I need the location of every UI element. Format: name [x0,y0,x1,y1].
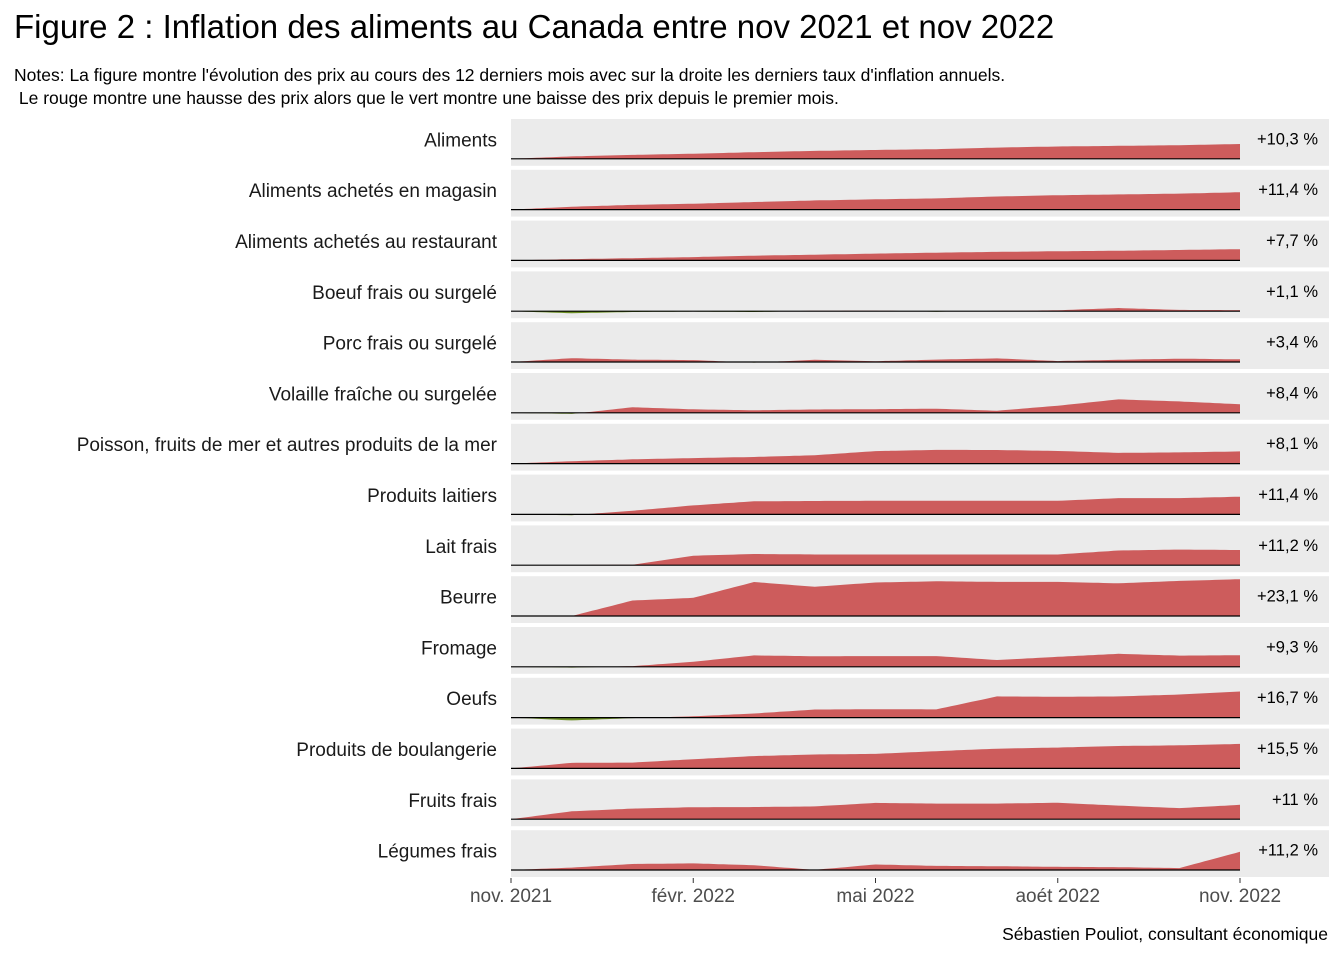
inflation-value-label: +16,7 % [1257,689,1318,707]
panel-7: Produits laitiers +11,4 % [367,474,1329,522]
panel-13: Fruits frais +11 % [408,779,1329,827]
category-label: Porc frais ou surgelé [323,334,497,355]
category-label: Aliments achetés en magasin [249,181,497,202]
series-area-increase [511,144,1240,159]
inflation-value-label: +8,1 % [1266,435,1318,453]
inflation-value-label: +11,4 % [1258,486,1318,504]
series-area-increase [511,449,1240,464]
x-tick-label: aoét 2022 [1015,886,1100,907]
series-area-increase [511,192,1240,210]
inflation-value-label: +11,2 % [1258,842,1318,860]
series-area-increase [511,358,1240,362]
inflation-value-label: +9,3 % [1266,638,1318,656]
category-label: Oeufs [446,689,497,710]
inflation-value-label: +15,5 % [1257,740,1318,758]
inflation-value-label: +11,2 % [1258,537,1318,555]
panel-6: Poisson, fruits de mer et autres produit… [77,423,1329,471]
category-label: Produits laitiers [367,486,497,507]
panel-3: Boeuf frais ou surgelé +1,1 % [312,271,1329,319]
panel-14: Légumes frais +11,2 % [378,830,1329,877]
inflation-value-label: +7,7 % [1266,232,1318,250]
panel-9: Beurre +23,1 % [440,576,1329,623]
category-label: Boeuf frais ou surgelé [312,283,497,304]
series-area-increase [511,691,1240,718]
category-label: Légumes frais [378,842,497,863]
category-label: Produits de boulangerie [296,740,497,761]
notes-line-2: Le rouge montre une hausse des prix alor… [14,88,839,108]
series-area-increase [511,653,1240,667]
x-tick-label: nov. 2022 [1199,886,1281,907]
category-label: Fruits frais [408,791,497,812]
series-area-increase [511,249,1240,261]
inflation-value-label: +8,4 % [1266,384,1318,402]
panel-8: Lait frais +11,2 % [425,525,1329,573]
series-area-increase [511,549,1240,566]
panel-1: Aliments achetés en magasin +11,4 % [249,169,1329,217]
x-tick-label: nov. 2021 [470,886,552,907]
inflation-value-label: +11 % [1272,791,1318,809]
series-area-increase [511,851,1240,870]
chart-notes: Notes: La figure montre l'évolution des … [14,64,1005,110]
category-label: Aliments [424,130,497,151]
series-area-increase [511,579,1240,616]
panel-11: Oeufs +16,7 % [446,677,1329,725]
panel-4: Porc frais ou surgelé +3,4 % [323,322,1329,369]
category-label: Volaille fraîche ou surgelée [269,384,497,405]
inflation-value-label: +10,3 % [1257,130,1318,148]
series-area-increase [511,743,1240,769]
series-area-increase [511,399,1240,413]
series-area-increase [511,802,1240,820]
panel-5: Volaille fraîche ou surgelée +8,4 % [269,373,1329,420]
inflation-value-label: +1,1 % [1266,283,1318,301]
inflation-value-label: +11,4 % [1258,181,1318,199]
series-area-increase [511,496,1240,515]
chart-title: Figure 2 : Inflation des aliments au Can… [14,8,1055,45]
inflation-value-label: +3,4 % [1266,334,1318,352]
notes-line-1: Notes: La figure montre l'évolution des … [14,65,1006,85]
x-tick-label: mai 2022 [836,886,914,907]
category-label: Beurre [440,588,497,609]
inflation-value-label: +23,1 % [1257,588,1318,606]
category-label: Lait frais [425,537,497,558]
series-area-increase [511,308,1240,312]
chart-credit: Sébastien Pouliot, consultant économique [1002,924,1328,944]
category-label: Poisson, fruits de mer et autres produit… [77,435,498,456]
category-label: Aliments achetés au restaurant [235,232,498,253]
panel-10: Fromage +9,3 % [421,627,1329,674]
x-tick-label: févr. 2022 [652,886,735,907]
category-label: Fromage [421,638,497,659]
panel-0: Aliments +10,3 % [424,119,1329,166]
panel-2: Aliments achetés au restaurant +7,7 % [235,220,1329,268]
panel-12: Produits de boulangerie +15,5 % [296,728,1329,776]
